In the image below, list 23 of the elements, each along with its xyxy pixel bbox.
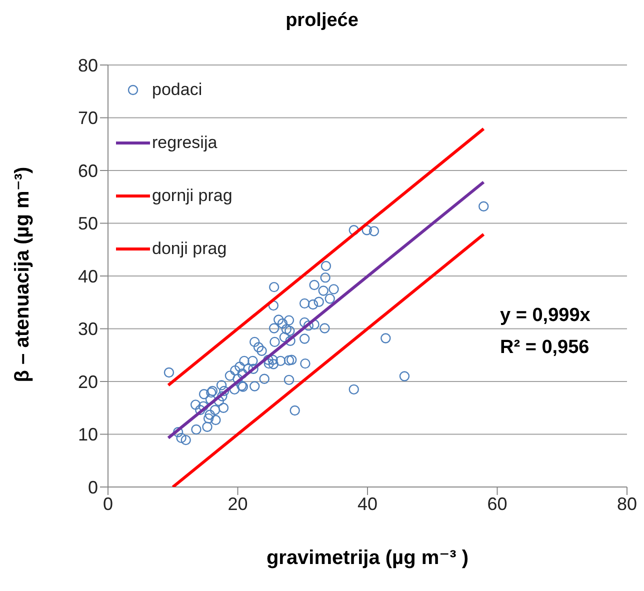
x-tick-label: 20: [228, 494, 248, 514]
y-axis-title: β – atenuacija (µg m⁻³): [10, 166, 34, 384]
x-axis-title: gravimetrija (µg m⁻³ ): [265, 546, 470, 570]
x-tick-label: 80: [616, 494, 638, 514]
y-tick-label: 40: [78, 266, 98, 286]
y-tick-label: 80: [78, 55, 98, 76]
y-tick-label: 20: [78, 372, 98, 392]
y-tick-label: 70: [78, 108, 98, 128]
y-tick-label: 50: [78, 214, 98, 234]
legend-label: gornji prag: [152, 186, 232, 206]
legend-label: regresija: [152, 133, 218, 153]
x-tick-label: 0: [102, 494, 114, 514]
y-tick-label: 30: [78, 319, 98, 340]
x-tick-label: 60: [487, 494, 508, 514]
legend-label: podaci: [152, 80, 202, 100]
legend-label: donji prag: [152, 239, 227, 259]
y-tick-label: 0: [88, 477, 98, 498]
y-tick-label: 60: [78, 160, 98, 181]
y-tick-label: 10: [78, 424, 98, 445]
annotation: y = 0,999x: [500, 304, 590, 328]
annotation: R² = 0,956: [500, 336, 590, 360]
x-tick-label: 40: [357, 494, 378, 514]
chart-title: proljeće: [284, 10, 360, 32]
